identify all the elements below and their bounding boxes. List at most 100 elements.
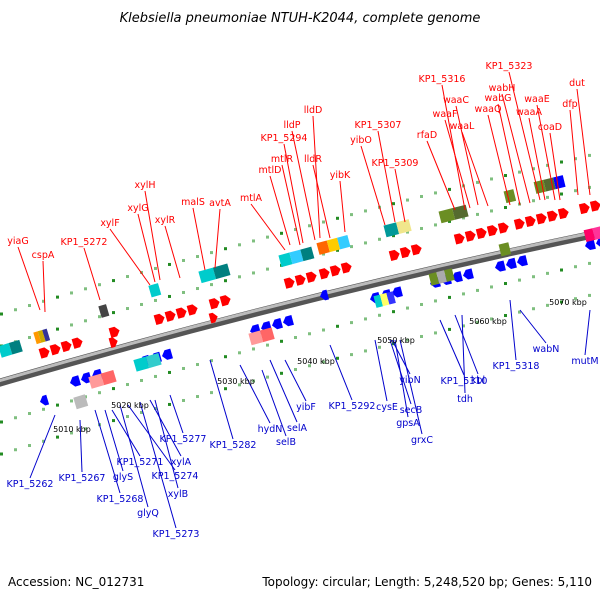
reverse-gene-arrow xyxy=(596,236,600,248)
leader-line xyxy=(536,104,556,201)
leader-line xyxy=(149,399,182,457)
leader-line xyxy=(497,103,521,206)
feature-block xyxy=(383,222,400,238)
forward-gene-arrow xyxy=(219,295,231,307)
label-leaders xyxy=(17,71,591,529)
gene-label: grxC xyxy=(411,435,433,446)
gene-label: tdh xyxy=(457,394,473,405)
gene-label: waaL xyxy=(450,121,475,132)
leader-line xyxy=(312,115,321,239)
leader-line xyxy=(509,299,517,361)
feature-block xyxy=(133,356,150,372)
forward-gene-arrow xyxy=(535,213,547,225)
leader-line xyxy=(549,132,561,201)
leader-line xyxy=(508,71,541,201)
gene-label: KP1_5307 xyxy=(355,120,402,131)
feature-block xyxy=(326,237,341,253)
feature-block xyxy=(300,246,315,262)
gene-label: dfp xyxy=(562,99,577,110)
leader-line xyxy=(426,140,456,211)
leader-line xyxy=(169,394,184,434)
gene-label: glyS xyxy=(113,472,133,483)
feature-block xyxy=(100,369,117,386)
gene-label: kbl xyxy=(471,375,485,386)
reverse-gene-arrow xyxy=(463,268,474,280)
gene-label: xylH xyxy=(134,180,155,191)
leader-line xyxy=(192,207,206,271)
leader-line xyxy=(94,409,121,494)
leader-line xyxy=(391,339,411,375)
leader-line xyxy=(528,117,546,201)
forward-gene-arrow xyxy=(340,262,352,274)
gene-label: KP1_5262 xyxy=(7,479,54,490)
forward-gene-arrow xyxy=(475,227,487,240)
forward-gene-arrow xyxy=(175,307,187,319)
leader-line xyxy=(519,309,547,344)
leader-line xyxy=(487,114,511,206)
gene-label: KP1_5294 xyxy=(261,133,308,144)
forward-gene-arrow xyxy=(208,312,218,324)
gene-label: selB xyxy=(276,437,296,448)
feature-block xyxy=(498,242,512,257)
forward-gene-arrow xyxy=(557,208,569,220)
gene-label: KP1_5274 xyxy=(152,471,199,482)
reverse-gene-arrow xyxy=(320,289,330,301)
gene-label: KP1_5277 xyxy=(160,434,207,445)
gene-label: lldR xyxy=(304,154,322,165)
feature-block xyxy=(248,330,264,346)
gene-label: lldP xyxy=(283,120,300,131)
gene-label: waaF xyxy=(433,109,458,120)
gene-label: avtA xyxy=(209,198,231,209)
forward-gene-arrow xyxy=(153,313,165,325)
reverse-gene-arrow xyxy=(40,394,50,406)
feature-block xyxy=(386,291,396,305)
gene-label: dut xyxy=(569,78,585,89)
gene-label: coaD xyxy=(538,122,562,133)
forward-gene-arrow xyxy=(71,337,83,349)
gene-label: xylG xyxy=(127,203,148,214)
leader-line xyxy=(399,339,423,435)
leader-line xyxy=(137,213,156,283)
gene-label: waaA xyxy=(516,107,542,118)
feature-block xyxy=(278,252,293,268)
feature-block xyxy=(592,226,600,240)
leader-line xyxy=(441,84,466,211)
leader-line xyxy=(377,130,396,223)
kbp-tick-label: 5030 kbp xyxy=(217,377,255,386)
leader-line xyxy=(239,364,271,424)
gene-label: KP1_5271 xyxy=(117,457,164,468)
gene-label: yibK xyxy=(330,170,351,181)
leader-line xyxy=(501,93,531,204)
kbp-tick-label: 5040 kbp xyxy=(297,357,335,366)
leader-line xyxy=(42,260,46,313)
leader-line xyxy=(360,145,386,226)
feature-block xyxy=(8,339,23,355)
gene-label: mutM xyxy=(571,356,598,367)
gene-label: wabN xyxy=(533,344,560,355)
leader-line xyxy=(214,208,221,269)
reverse-gene-arrow xyxy=(81,372,93,384)
forward-gene-arrow xyxy=(164,310,176,322)
feature-block xyxy=(145,352,162,369)
gene-label: KP1_5323 xyxy=(486,61,533,72)
feature-block xyxy=(212,263,231,280)
gene-label: yiaG xyxy=(7,236,28,247)
forward-gene-arrow xyxy=(294,274,306,286)
forward-gene-arrow xyxy=(108,337,118,348)
gene-label: KP1_5310 xyxy=(441,376,488,387)
gene-label: cysE xyxy=(376,402,398,413)
leader-line xyxy=(164,225,181,279)
gene-label: hydN xyxy=(258,424,283,435)
forward-gene-arrow xyxy=(497,222,509,234)
gene-label: waaC xyxy=(443,95,469,106)
feature-block xyxy=(583,228,596,242)
gene-labels: yiaG cspA KP1_5272 xylF xylG xylH xylR malS avtA… xyxy=(7,61,599,540)
forward-gene-arrow xyxy=(186,304,198,316)
leader-line xyxy=(339,180,346,233)
feature-block xyxy=(428,272,440,286)
leader-line xyxy=(109,228,151,286)
gene-label: xylB xyxy=(168,489,188,500)
feature-block xyxy=(73,394,89,410)
feature-block xyxy=(379,292,390,307)
forward-gene-arrow xyxy=(208,298,220,310)
